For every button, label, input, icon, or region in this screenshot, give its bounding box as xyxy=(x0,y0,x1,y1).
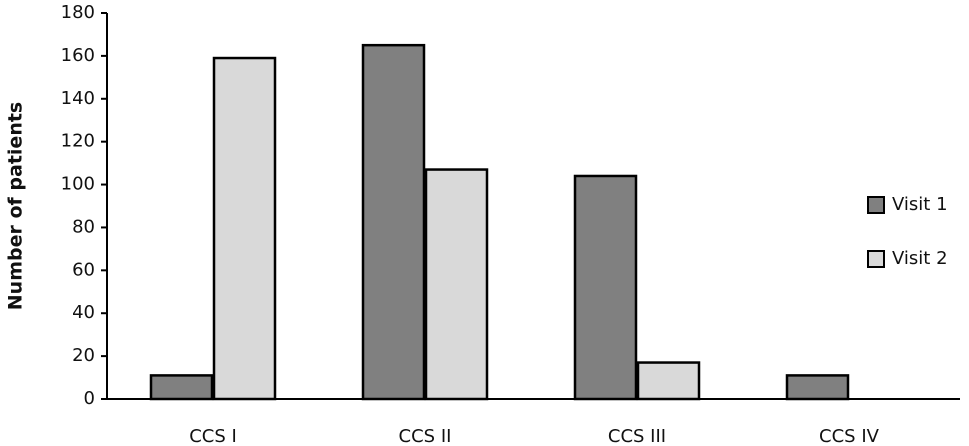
y-tick-label: 100 xyxy=(61,174,95,195)
legend-label: Visit 1 xyxy=(892,194,948,215)
y-tick-label: 60 xyxy=(72,259,95,280)
y-tick-label: 0 xyxy=(84,388,95,409)
y-tick-label: 120 xyxy=(61,131,95,152)
bar xyxy=(424,168,489,401)
y-tick-label: 180 xyxy=(61,2,95,23)
bar xyxy=(149,374,214,401)
legend-label: Visit 2 xyxy=(892,248,948,269)
bar xyxy=(785,374,850,401)
y-tick-label: 140 xyxy=(61,88,95,109)
legend-swatch xyxy=(867,196,885,214)
x-tick-label: CCS IV xyxy=(819,426,880,446)
legend-swatch xyxy=(867,250,885,268)
x-tick-label: CCS I xyxy=(189,426,237,446)
bar xyxy=(636,361,701,401)
bar xyxy=(573,174,638,401)
y-tick-label: 160 xyxy=(61,45,95,66)
y-axis-label: Number of patients xyxy=(5,102,27,310)
y-tick-label: 40 xyxy=(72,302,95,323)
x-tick-label: CCS II xyxy=(399,426,452,446)
x-tick-label: CCS III xyxy=(608,426,666,446)
y-tick-label: 80 xyxy=(72,216,95,237)
bar xyxy=(212,56,277,401)
y-tick-label: 20 xyxy=(72,345,95,366)
bar xyxy=(361,43,426,401)
